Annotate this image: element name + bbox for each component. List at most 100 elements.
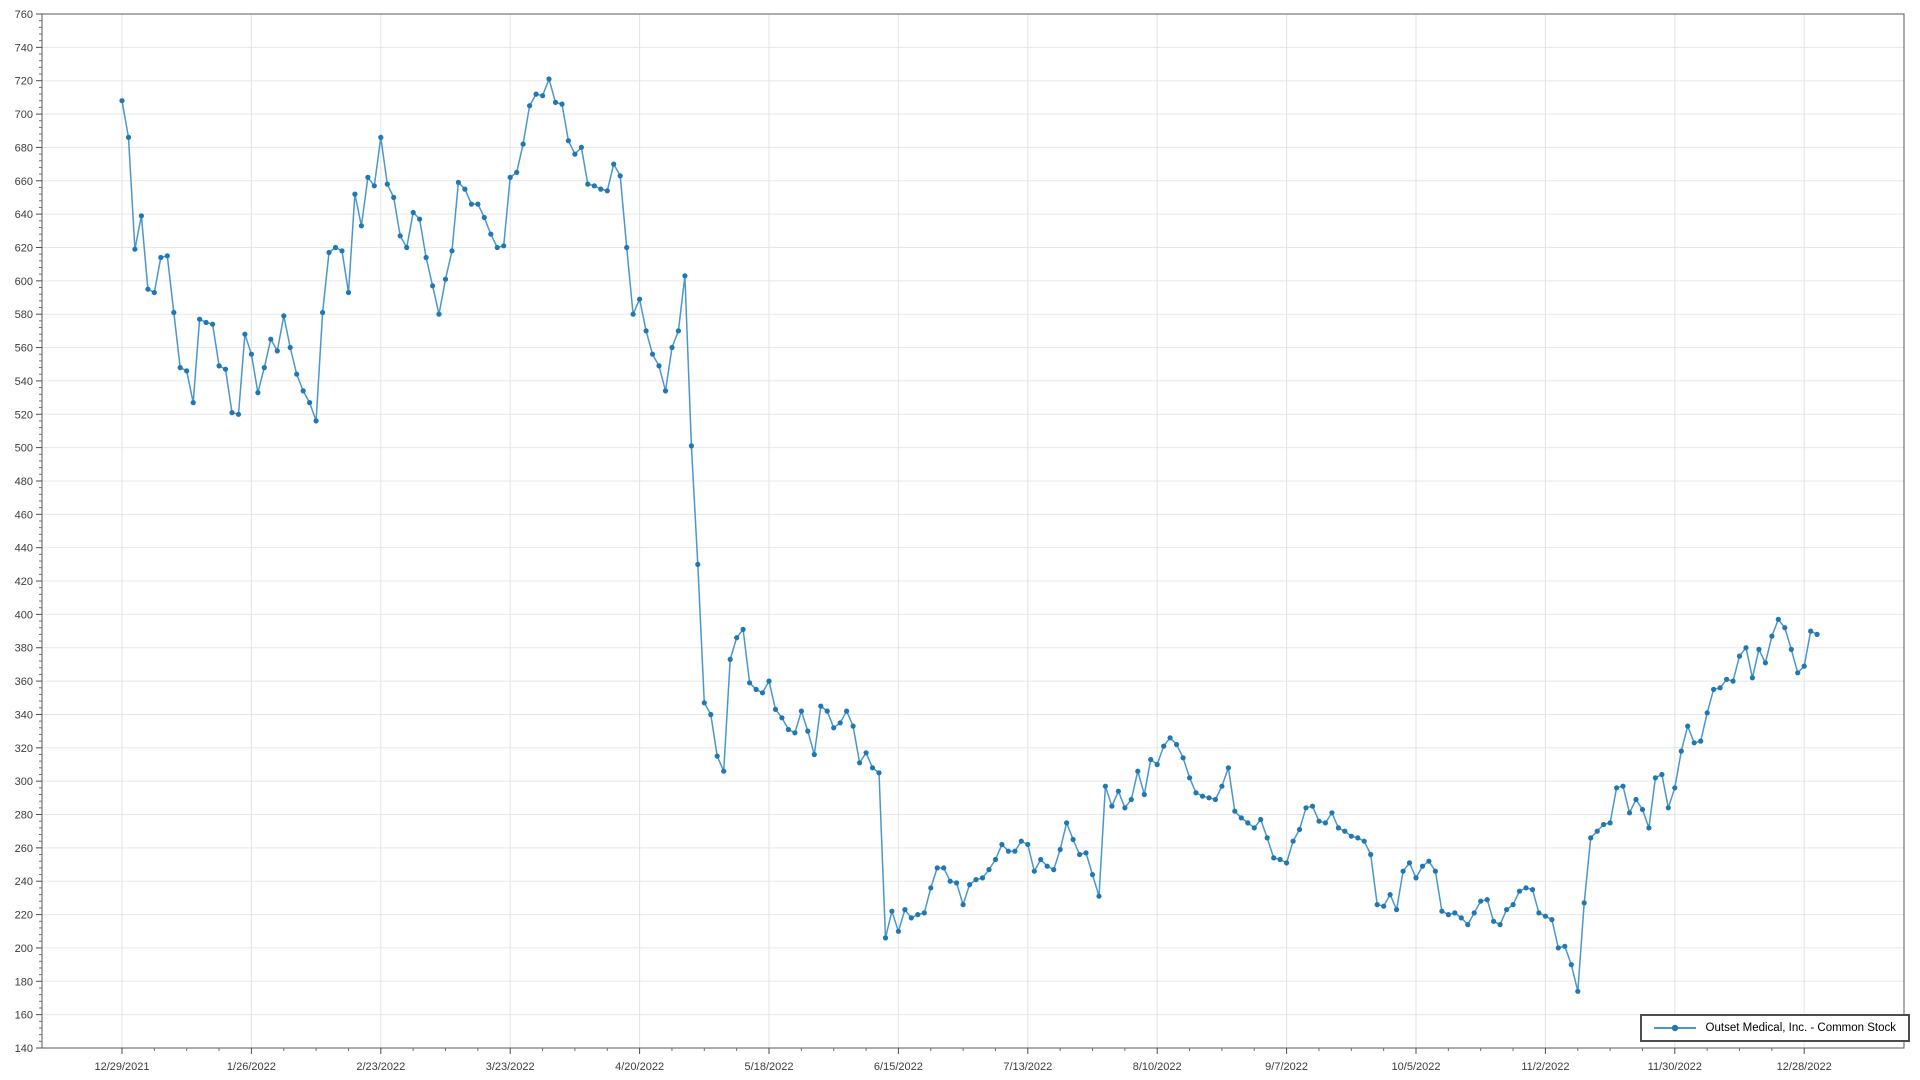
data-point — [1510, 902, 1516, 908]
data-point — [1245, 820, 1251, 826]
data-point — [1607, 820, 1613, 826]
data-point — [1128, 796, 1134, 803]
data-point — [1633, 796, 1639, 803]
data-point — [410, 209, 416, 216]
data-point — [902, 907, 908, 913]
y-tick-label: 640 — [15, 209, 33, 221]
data-point — [391, 194, 397, 201]
data-point — [1225, 765, 1231, 771]
x-tick-label: 5/18/2022 — [745, 1061, 794, 1073]
data-point — [734, 635, 740, 641]
data-point — [662, 388, 669, 394]
data-point — [831, 725, 837, 731]
data-point — [1465, 922, 1471, 928]
data-point — [1368, 851, 1374, 858]
data-point — [889, 908, 895, 914]
y-tick-label: 580 — [15, 309, 33, 321]
data-point — [598, 186, 604, 192]
y-tick-label: 500 — [15, 443, 33, 455]
data-point — [869, 765, 876, 771]
data-point — [591, 183, 597, 189]
data-point — [915, 912, 921, 918]
data-point — [675, 328, 682, 334]
data-point — [468, 201, 474, 207]
data-point — [475, 201, 481, 207]
data-point — [630, 311, 636, 317]
data-point — [611, 161, 617, 167]
y-tick-label: 380 — [15, 643, 33, 655]
data-point — [1762, 660, 1768, 666]
data-point — [1018, 838, 1024, 844]
data-point — [1678, 748, 1684, 754]
data-point — [999, 841, 1005, 848]
y-tick-label: 680 — [15, 142, 33, 154]
data-point — [1271, 855, 1277, 861]
data-point — [954, 880, 960, 886]
data-point — [1400, 868, 1406, 874]
data-point — [701, 700, 707, 706]
data-point — [430, 283, 436, 289]
data-point — [442, 276, 449, 282]
legend-label: Outset Medical, Inc. - Common Stock — [1705, 1022, 1896, 1034]
data-point — [992, 856, 999, 863]
data-point — [559, 101, 565, 107]
data-point — [928, 885, 934, 891]
data-point — [320, 309, 326, 316]
data-point — [1730, 678, 1736, 684]
data-point — [637, 296, 643, 302]
data-point — [145, 286, 151, 292]
data-point — [1724, 676, 1730, 683]
data-point — [1089, 872, 1096, 878]
data-point — [1717, 685, 1723, 691]
data-point — [1478, 898, 1484, 904]
data-point — [604, 188, 610, 194]
data-point — [1361, 838, 1367, 844]
data-point — [1562, 943, 1568, 949]
data-point — [779, 715, 785, 721]
data-point — [1012, 848, 1018, 854]
data-point — [455, 179, 461, 185]
x-tick-label: 3/23/2022 — [486, 1061, 535, 1073]
y-tick-label: 660 — [15, 176, 33, 188]
data-point — [190, 400, 196, 406]
plot-border — [41, 13, 1905, 1049]
data-point — [494, 244, 500, 251]
data-point — [1756, 646, 1762, 653]
data-point — [268, 336, 274, 342]
data-point — [1005, 848, 1012, 854]
data-point — [1316, 818, 1322, 824]
data-point — [721, 768, 727, 774]
data-point — [417, 216, 423, 222]
y-tick-label: 700 — [15, 109, 33, 121]
data-point — [313, 418, 319, 424]
data-point — [1581, 900, 1587, 906]
data-point — [669, 344, 675, 351]
price-line — [121, 78, 1818, 993]
data-point — [656, 363, 662, 369]
data-point — [695, 561, 701, 568]
data-point — [1452, 910, 1458, 916]
data-point — [1232, 808, 1238, 814]
data-point — [818, 703, 824, 709]
data-point — [578, 144, 585, 150]
data-point — [649, 351, 656, 357]
data-point — [358, 223, 364, 229]
data-point — [682, 273, 688, 279]
data-point — [1258, 816, 1264, 823]
data-point — [520, 141, 526, 147]
y-tick-label: 460 — [15, 509, 33, 521]
data-point — [1685, 723, 1691, 729]
data-point — [1077, 851, 1083, 858]
data-point — [261, 365, 267, 371]
data-point — [850, 723, 856, 729]
x-tick-label: 7/13/2022 — [1003, 1061, 1052, 1073]
data-point — [1672, 785, 1678, 791]
data-point — [1542, 913, 1548, 919]
data-point — [1303, 805, 1309, 811]
data-point — [708, 711, 714, 718]
y-tick-label: 560 — [15, 343, 33, 355]
data-point — [287, 344, 293, 351]
data-point — [1736, 653, 1743, 659]
data-point — [449, 248, 455, 254]
